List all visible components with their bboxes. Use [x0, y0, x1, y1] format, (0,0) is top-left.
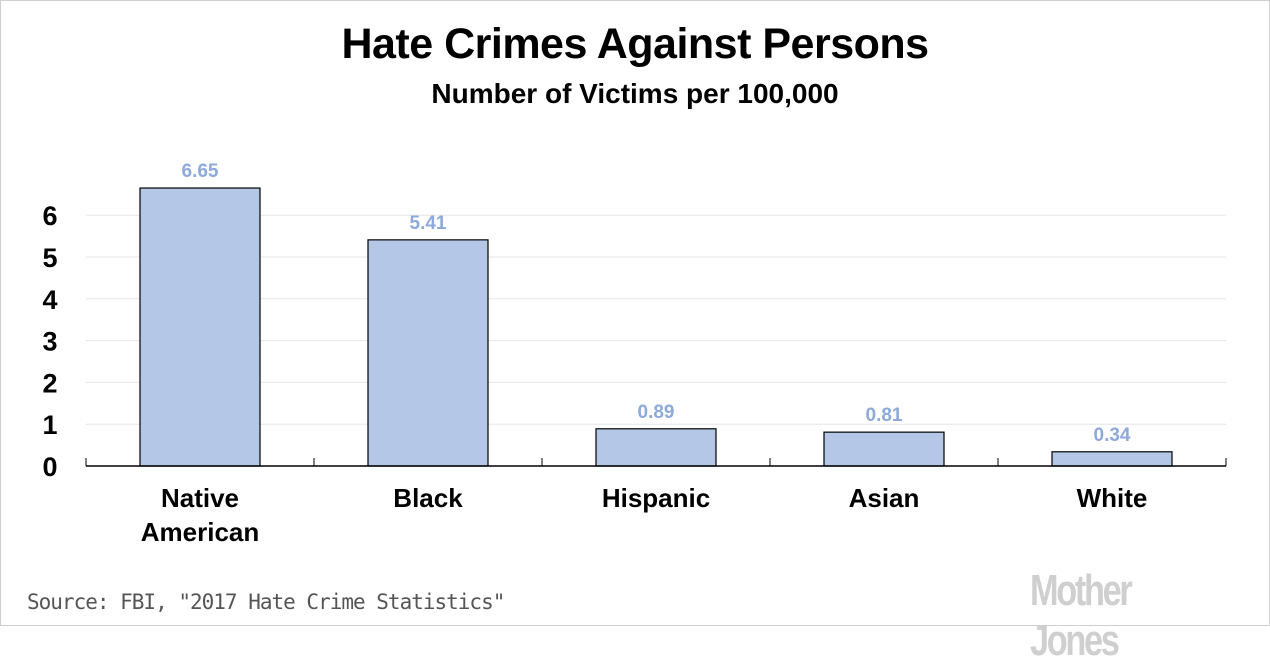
- value-label: 5.41: [410, 213, 447, 234]
- y-tick-label: 6: [42, 201, 57, 231]
- bar: [823, 431, 945, 467]
- y-tick-label: 1: [42, 410, 57, 440]
- y-tick-label: 2: [42, 368, 57, 398]
- category-label: Black: [393, 483, 463, 513]
- y-tick-label: 5: [42, 243, 57, 273]
- bar: [139, 187, 261, 467]
- source-note: Source: FBI, "2017 Hate Crime Statistics…: [27, 590, 505, 614]
- y-tick-label: 3: [42, 327, 57, 357]
- bar: [595, 428, 717, 467]
- category-label: American: [141, 517, 260, 547]
- value-label: 0.89: [638, 402, 675, 423]
- value-label: 0.81: [866, 405, 903, 426]
- category-label: Hispanic: [602, 483, 710, 513]
- y-tick-label: 4: [42, 285, 57, 315]
- category-label: Native: [161, 483, 239, 513]
- chart-title: Hate Crimes Against Persons: [341, 20, 929, 68]
- bar-chart: 0 1 2 3 4 5 6 6.65 Native American 5.41 Black 0.89 Hi…: [42, 161, 1227, 547]
- chart-subtitle: Number of Victims per 100,000: [431, 78, 839, 109]
- value-label: 0.34: [1094, 425, 1131, 446]
- bar: [367, 239, 489, 467]
- category-label: White: [1077, 483, 1148, 513]
- category-label: Asian: [849, 483, 920, 513]
- bar: [1051, 451, 1173, 467]
- mother-jones-logo: Mother Jones: [1030, 566, 1133, 665]
- value-label: 6.65: [182, 161, 219, 182]
- y-tick-label: 0: [42, 452, 57, 482]
